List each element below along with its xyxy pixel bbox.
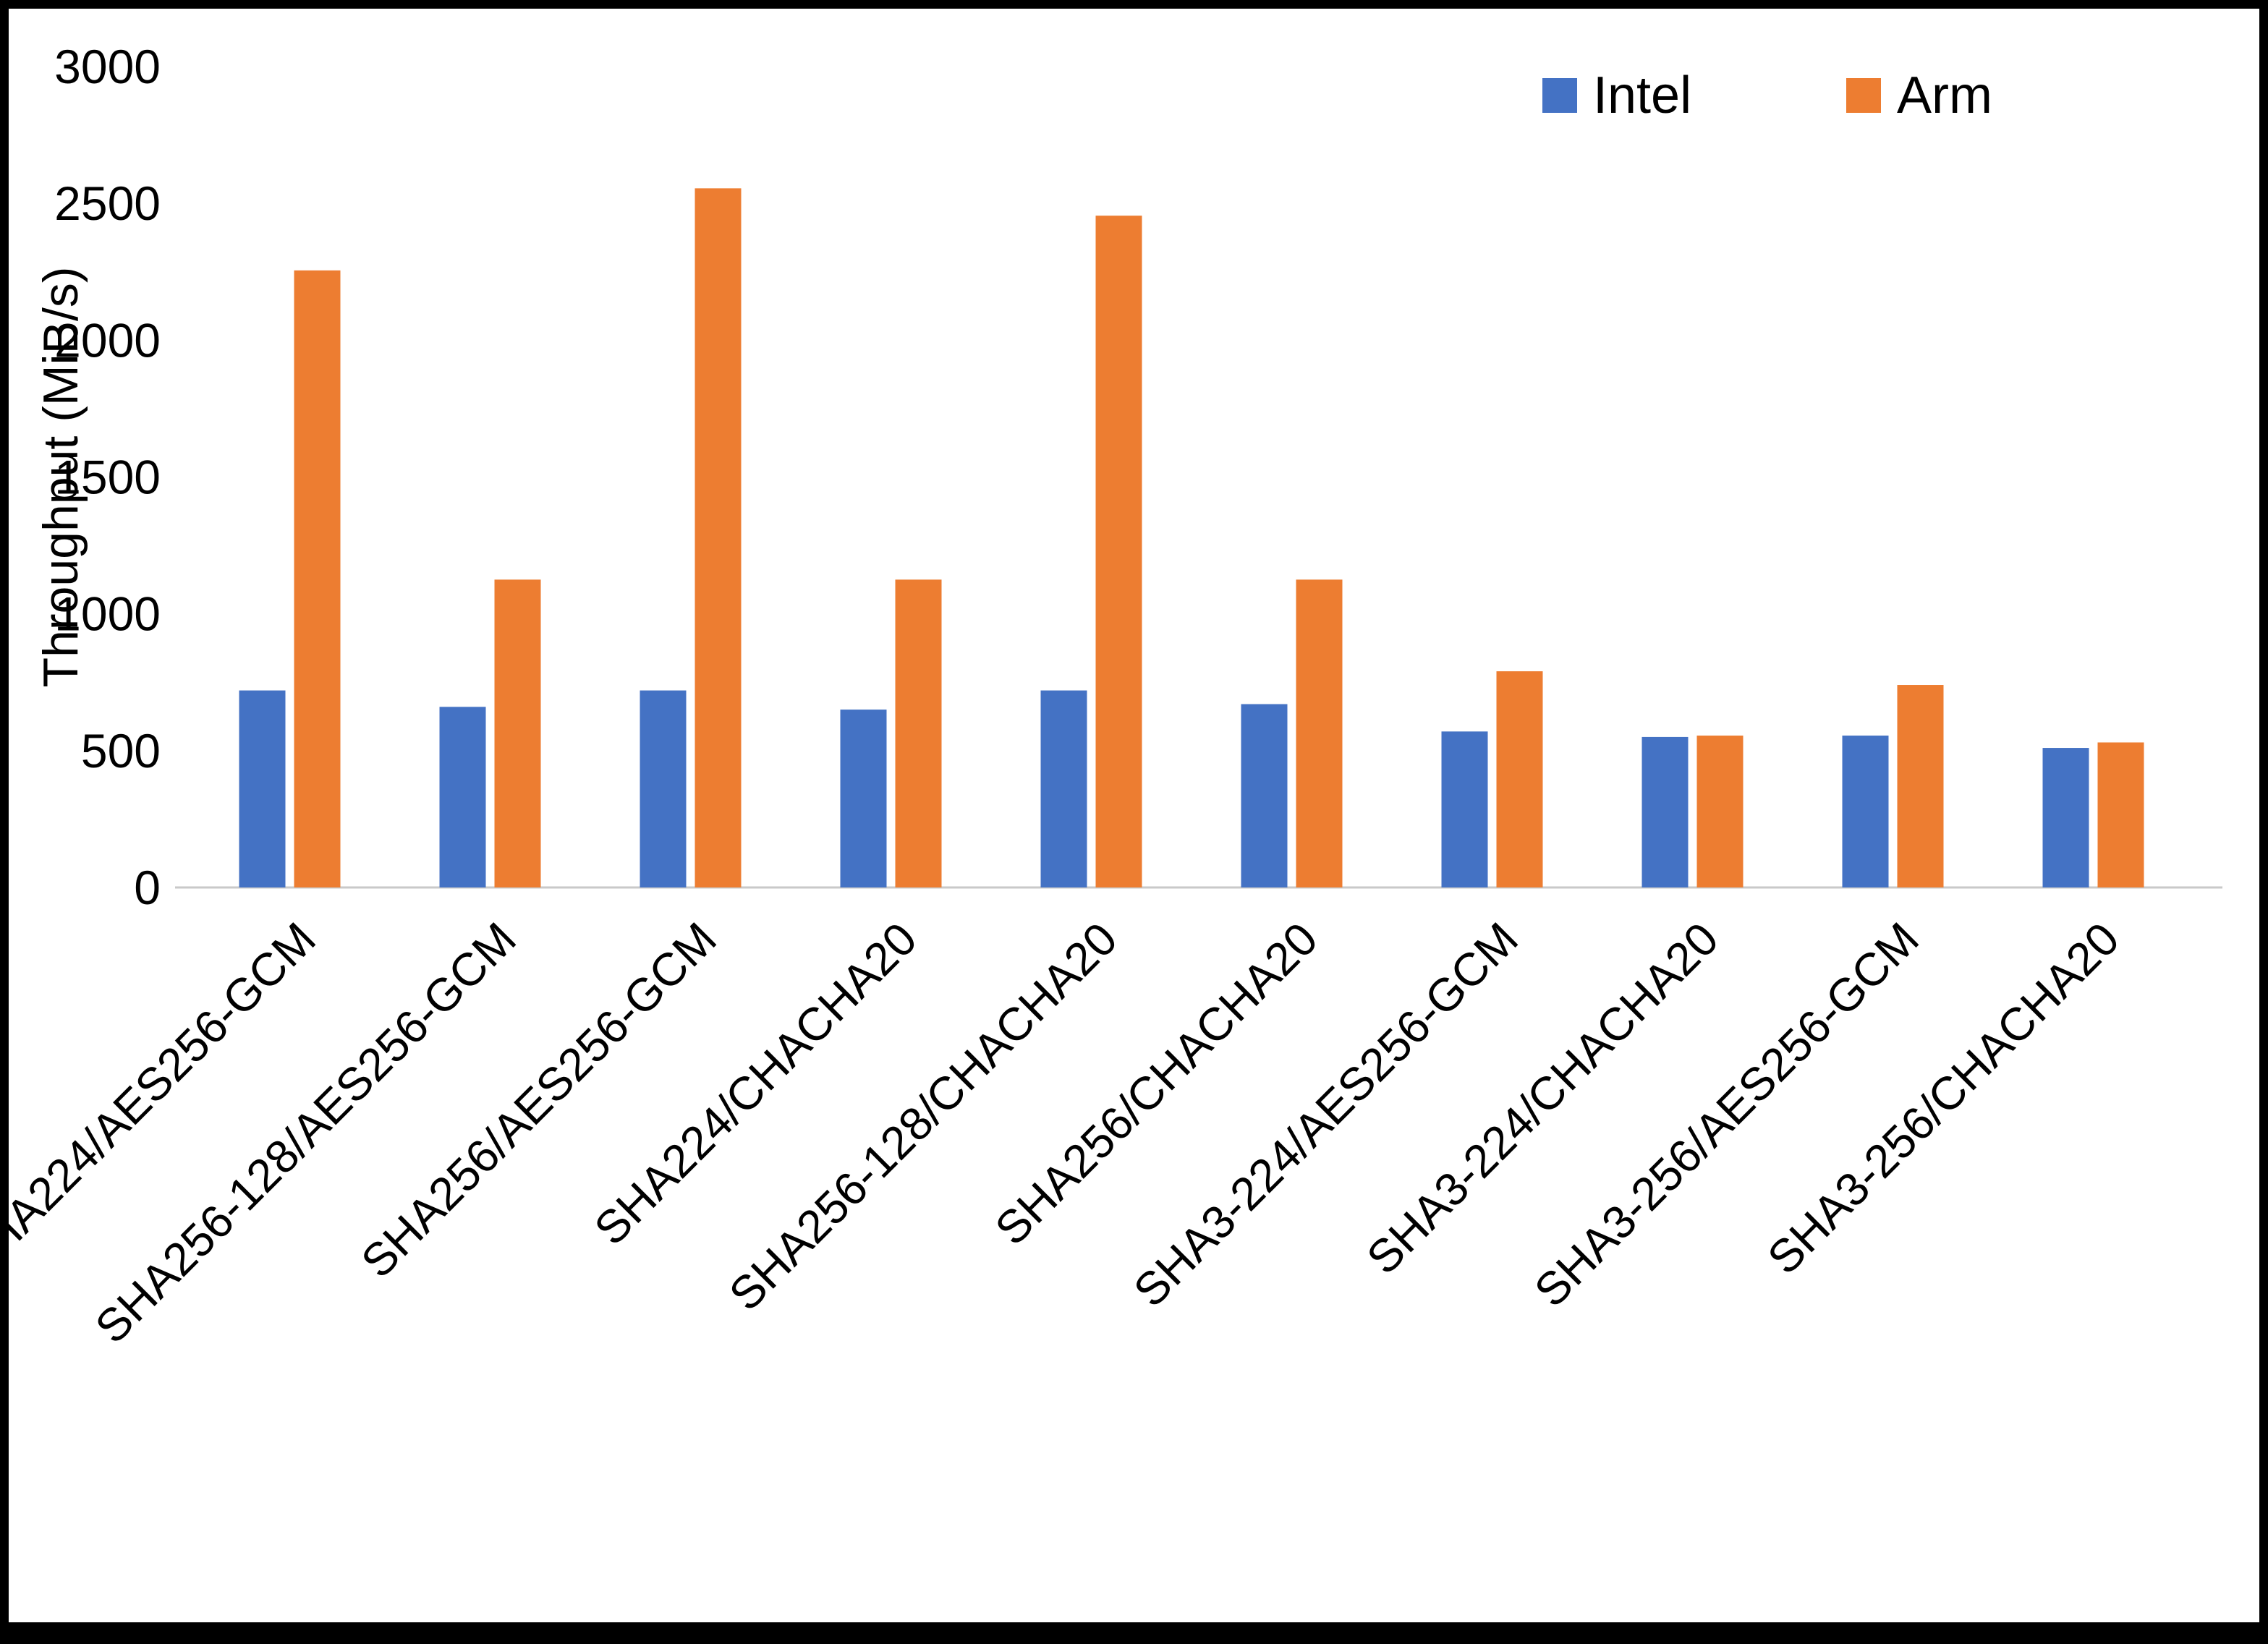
bar-intel-4 [1040, 690, 1087, 887]
bar-arm-0 [294, 270, 341, 887]
x-category-label: SHA224/CHACHA20 [584, 913, 926, 1255]
bar-intel-6 [1441, 731, 1488, 887]
bar-intel-5 [1241, 704, 1288, 887]
y-tick-label: 2000 [54, 313, 161, 367]
bar-intel-9 [2042, 748, 2089, 887]
x-category-label: SHA256/CHACHA20 [985, 913, 1327, 1255]
bar-intel-1 [439, 707, 486, 887]
y-tick-label: 2500 [54, 176, 161, 230]
bar-intel-8 [1842, 736, 1889, 887]
bar-arm-8 [1897, 685, 1944, 887]
bar-intel-0 [239, 690, 286, 887]
y-tick-label: 500 [81, 724, 161, 778]
throughput-bar-chart: 0 500 1000 1500 2000 2500 3000 Throughput (MiB/… [0, 40, 2222, 1353]
x-category-label: SHA3-256/AES256-GCM [1524, 913, 1929, 1317]
bar-arm-6 [1496, 671, 1543, 887]
bar-intel-2 [640, 690, 687, 887]
bar-intel-3 [840, 710, 887, 887]
legend-swatch-arm [1846, 78, 1881, 113]
bar-arm-2 [695, 188, 742, 887]
legend-label-arm: Arm [1897, 67, 1992, 124]
bar-arm-7 [1696, 736, 1744, 887]
bar-arm-9 [2097, 742, 2144, 887]
y-tick-label: 1000 [54, 587, 161, 641]
y-tick-label: 0 [134, 861, 161, 914]
x-category-label: SHA256-128/AES256-GCM [85, 913, 526, 1353]
chart-figure: 0 500 1000 1500 2000 2500 3000 Throughput (MiB/… [0, 9, 2259, 1622]
x-category-label: SHA224/AES256-GCM [9, 913, 326, 1288]
bar-arm-3 [895, 579, 942, 887]
x-category-label: SHA256/AES256-GCM [351, 913, 726, 1288]
x-category-label: SHA3-256/CHACHA20 [1757, 913, 2129, 1285]
y-axis-title: Throughput (MiB/s) [33, 267, 88, 688]
bar-intel-7 [1641, 736, 1689, 887]
legend-label-intel: Intel [1593, 67, 1691, 124]
legend-swatch-intel [1542, 78, 1577, 113]
y-tick-label: 3000 [54, 40, 161, 93]
bar-arm-1 [494, 579, 541, 887]
bar-arm-5 [1296, 579, 1343, 887]
y-tick-label: 1500 [54, 451, 161, 504]
x-category-label: SHA256-128/CHACHA20 [719, 913, 1127, 1321]
x-category-label: SHA3-224/AES256-GCM [1124, 913, 1528, 1317]
bar-arm-4 [1095, 216, 1142, 888]
x-category-label: SHA3-224/CHACHA20 [1356, 913, 1728, 1285]
